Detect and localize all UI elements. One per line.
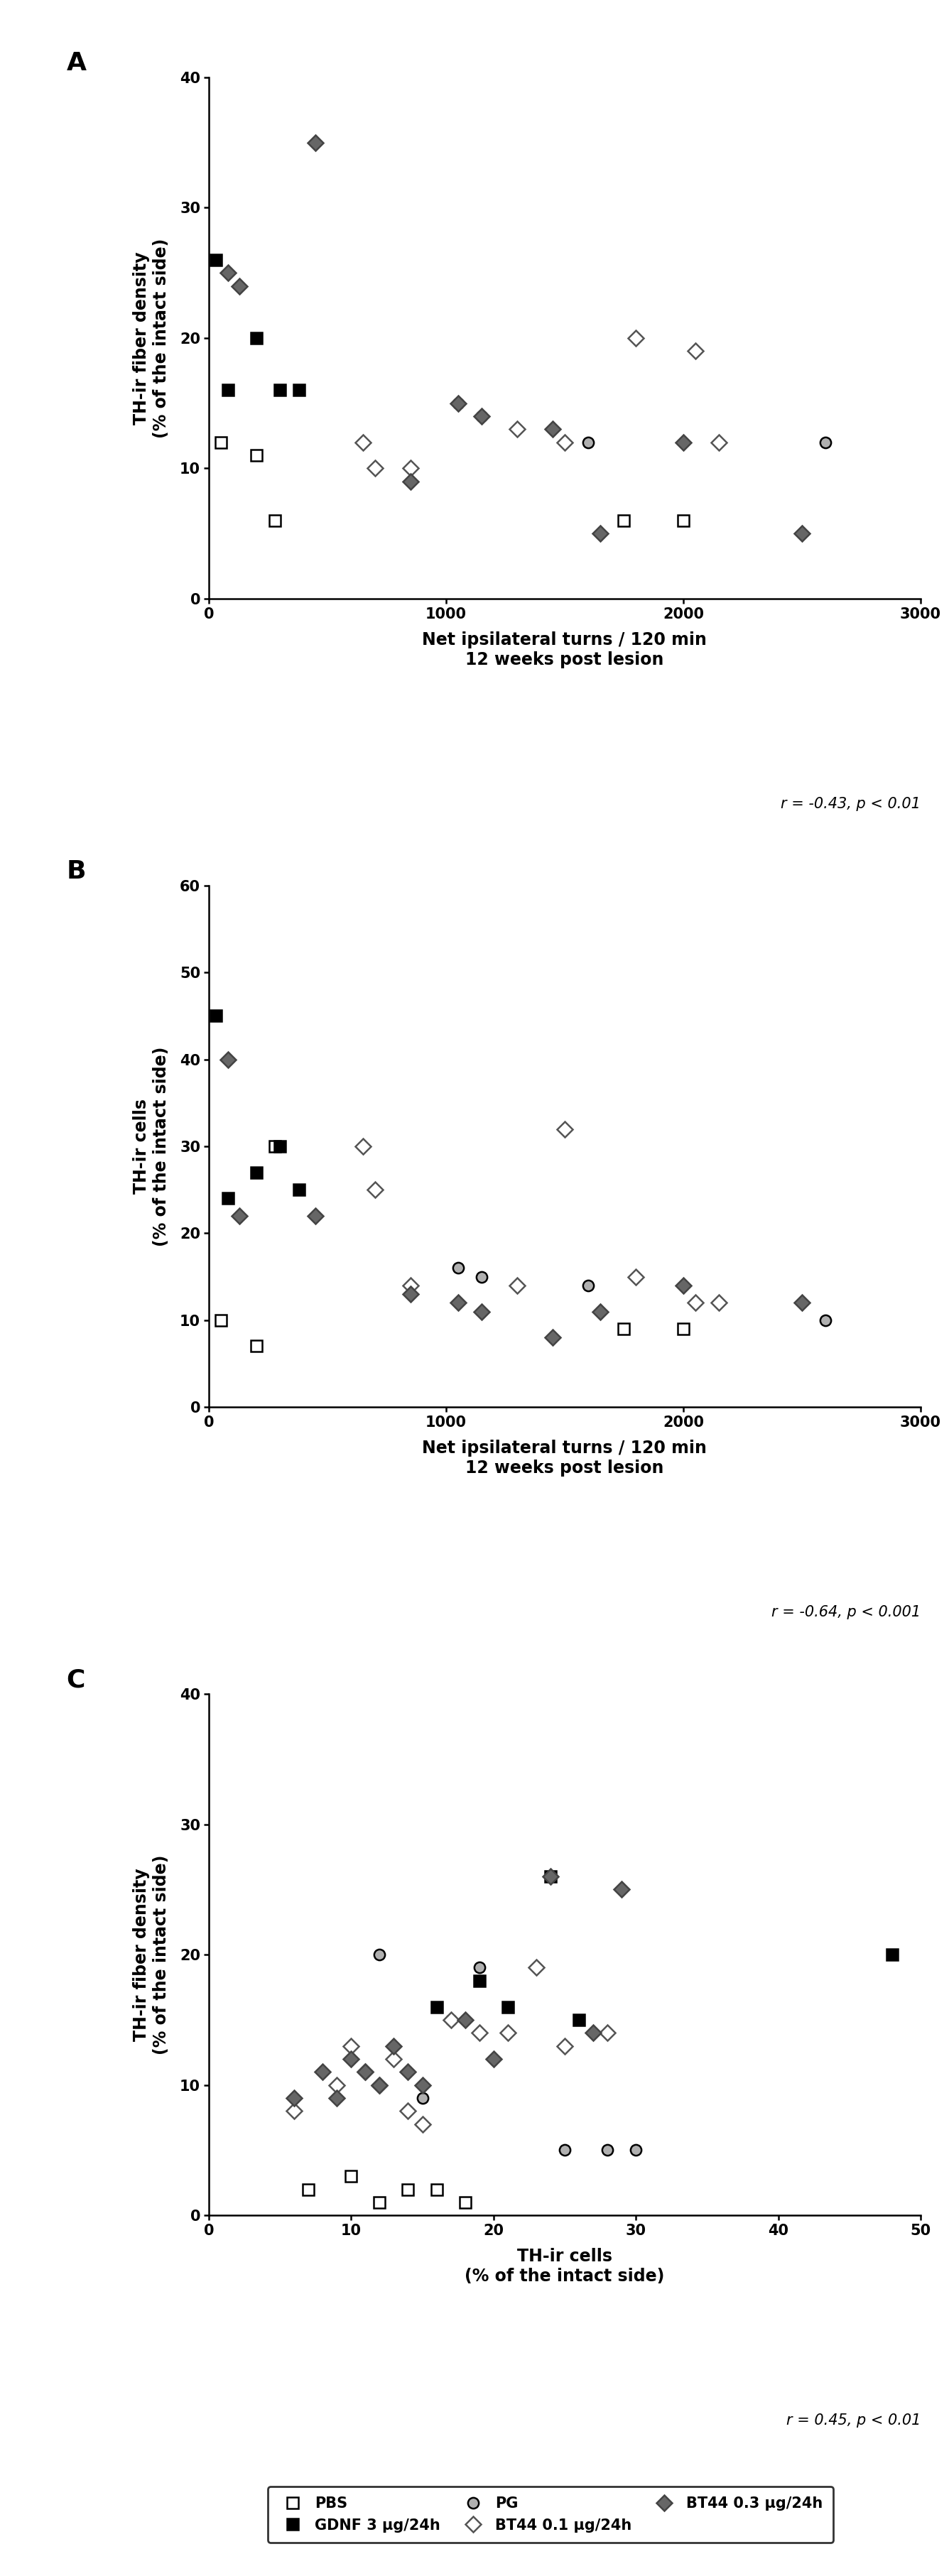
Text: r = 0.45, p < 0.01: r = 0.45, p < 0.01 bbox=[786, 2414, 921, 2427]
Text: B: B bbox=[66, 860, 86, 884]
Text: C: C bbox=[66, 1667, 85, 1692]
Y-axis label: TH-ir fiber density
(% of the intact side): TH-ir fiber density (% of the intact sid… bbox=[133, 237, 170, 438]
Y-axis label: TH-ir fiber density
(% of the intact side): TH-ir fiber density (% of the intact sid… bbox=[133, 1855, 170, 2056]
X-axis label: Net ipsilateral turns / 120 min
12 weeks post lesion: Net ipsilateral turns / 120 min 12 weeks… bbox=[422, 631, 707, 667]
Y-axis label: TH-ir cells
(% of the intact side): TH-ir cells (% of the intact side) bbox=[133, 1046, 170, 1247]
Text: r = -0.64, p < 0.001: r = -0.64, p < 0.001 bbox=[772, 1605, 921, 1620]
X-axis label: Net ipsilateral turns / 120 min
12 weeks post lesion: Net ipsilateral turns / 120 min 12 weeks… bbox=[422, 1440, 707, 1476]
Legend: PBS, GDNF 3 μg/24h, PG, BT44 0.1 μg/24h, BT44 0.3 μg/24h: PBS, GDNF 3 μg/24h, PG, BT44 0.1 μg/24h,… bbox=[268, 2486, 833, 2543]
X-axis label: TH-ir cells
(% of the intact side): TH-ir cells (% of the intact side) bbox=[465, 2249, 664, 2285]
Text: A: A bbox=[66, 52, 86, 75]
Text: r = -0.43, p < 0.01: r = -0.43, p < 0.01 bbox=[781, 796, 921, 811]
